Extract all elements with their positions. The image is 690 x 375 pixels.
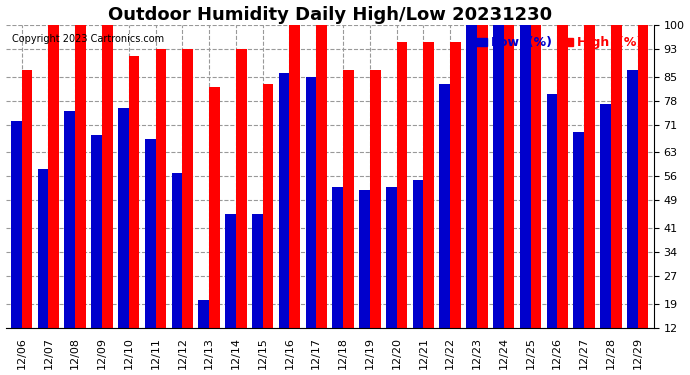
Bar <box>386 187 397 328</box>
Bar <box>370 70 380 328</box>
Bar <box>466 25 477 328</box>
Bar <box>493 25 504 328</box>
Bar <box>600 104 611 328</box>
Bar <box>440 84 450 328</box>
Bar <box>520 25 531 328</box>
Bar <box>424 42 434 328</box>
Bar <box>209 87 220 328</box>
Bar <box>611 25 622 328</box>
Bar <box>102 25 112 328</box>
Bar <box>279 73 290 328</box>
Bar <box>504 25 515 328</box>
Bar <box>182 49 193 328</box>
Bar <box>627 70 638 328</box>
Bar <box>316 25 327 328</box>
Bar <box>413 180 424 328</box>
Bar <box>236 49 246 328</box>
Bar <box>263 84 273 328</box>
Bar <box>118 108 129 328</box>
Bar <box>48 25 59 328</box>
Bar <box>145 138 155 328</box>
Bar <box>21 70 32 328</box>
Bar <box>11 122 21 328</box>
Bar <box>91 135 102 328</box>
Bar <box>558 25 568 328</box>
Bar <box>531 25 541 328</box>
Bar <box>290 25 300 328</box>
Text: Copyright 2023 Cartronics.com: Copyright 2023 Cartronics.com <box>12 34 164 44</box>
Bar <box>450 42 461 328</box>
Bar <box>155 49 166 328</box>
Legend: Low  (%), High  (%): Low (%), High (%) <box>467 32 647 54</box>
Bar <box>343 70 354 328</box>
Bar <box>225 214 236 328</box>
Bar <box>584 25 595 328</box>
Bar <box>129 56 139 328</box>
Bar <box>359 190 370 328</box>
Bar <box>172 173 182 328</box>
Bar <box>306 76 316 328</box>
Bar <box>546 94 558 328</box>
Bar <box>38 170 48 328</box>
Bar <box>252 214 263 328</box>
Title: Outdoor Humidity Daily High/Low 20231230: Outdoor Humidity Daily High/Low 20231230 <box>108 6 552 24</box>
Bar <box>638 25 649 328</box>
Bar <box>333 187 343 328</box>
Bar <box>199 300 209 328</box>
Bar <box>64 111 75 328</box>
Bar <box>477 25 488 328</box>
Bar <box>397 42 407 328</box>
Bar <box>75 25 86 328</box>
Bar <box>573 132 584 328</box>
